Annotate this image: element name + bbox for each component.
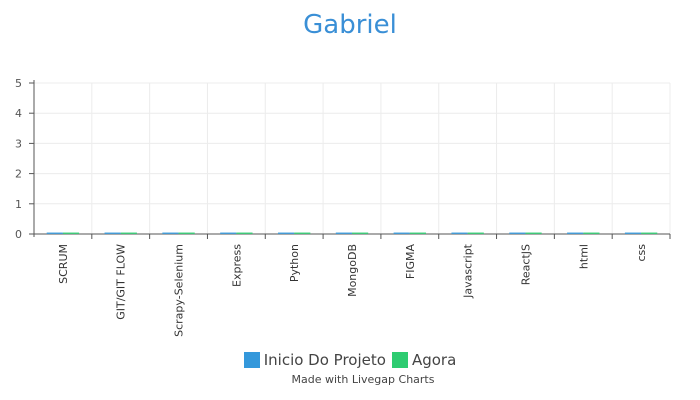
bars xyxy=(46,232,658,234)
x-tick-label: GIT/GIT FLOW xyxy=(115,244,128,320)
bar-inicio-do-projeto xyxy=(624,232,642,234)
x-tick-label: ReactJS xyxy=(519,244,532,285)
bar-inicio-do-projeto xyxy=(451,232,468,234)
tick-labels: 0 1 2 3 4 5 SCRUM GIT/GIT FLOW Scrapy-Selenium Ex… xyxy=(15,77,648,337)
x-tick-label: html xyxy=(577,244,590,269)
bar-agora xyxy=(583,232,600,234)
x-tick-label: Python xyxy=(288,244,301,282)
legend-item-agora[interactable]: Agora xyxy=(391,351,457,369)
grid-lines xyxy=(34,82,671,234)
bar-inicio-do-projeto xyxy=(220,232,237,234)
legend-item-inicio[interactable]: Inicio Do Projeto xyxy=(243,351,386,369)
bar-agora xyxy=(525,232,542,234)
bar-inicio-do-projeto xyxy=(277,232,295,234)
bar-inicio-do-projeto xyxy=(162,232,179,234)
legend-label-agora: Agora xyxy=(411,351,457,369)
x-tick-label: FIGMA xyxy=(404,244,417,280)
bar-agora xyxy=(178,232,195,234)
bar-agora xyxy=(641,232,658,234)
chart-title: Gabriel xyxy=(303,10,397,40)
x-tick-label: SCRUM xyxy=(57,244,70,284)
y-tick-label: 4 xyxy=(15,107,22,120)
y-tick-label: 3 xyxy=(15,137,22,150)
credit-text: Made with Livegap Charts xyxy=(291,373,435,386)
y-tick-label: 1 xyxy=(15,198,22,211)
bar-inicio-do-projeto xyxy=(46,232,63,234)
x-tick-label: Javascript xyxy=(462,243,475,299)
bar-inicio-do-projeto xyxy=(393,232,410,234)
y-tick-label: 2 xyxy=(15,168,22,181)
bar-agora xyxy=(294,232,311,234)
legend-label-inicio: Inicio Do Projeto xyxy=(263,351,386,369)
bar-agora xyxy=(352,232,369,234)
bar-agora xyxy=(236,232,253,234)
bar-chart: 0 1 2 3 4 5 SCRUM GIT/GIT FLOW Scrapy-Selenium Ex… xyxy=(15,77,671,337)
x-tick-label: css xyxy=(635,244,648,262)
y-tick-label: 0 xyxy=(15,228,22,241)
x-tick-label: MongoDB xyxy=(346,244,359,297)
bar-inicio-do-projeto xyxy=(509,232,526,234)
bar-agora xyxy=(409,232,427,234)
bar-inicio-do-projeto xyxy=(104,232,121,234)
legend-swatch-agora xyxy=(391,352,408,368)
y-tick-label: 5 xyxy=(15,77,22,90)
x-tick-label: Express xyxy=(230,244,243,287)
bar-inicio-do-projeto xyxy=(335,232,352,234)
bar-inicio-do-projeto xyxy=(567,232,584,234)
legend-swatch-inicio xyxy=(243,352,260,368)
x-tick-label: Scrapy-Selenium xyxy=(173,244,186,337)
axes xyxy=(29,80,671,239)
bar-agora xyxy=(120,232,137,234)
bar-agora xyxy=(62,232,80,234)
bar-agora xyxy=(467,232,484,234)
legend: Inicio Do Projeto Agora xyxy=(0,351,700,369)
